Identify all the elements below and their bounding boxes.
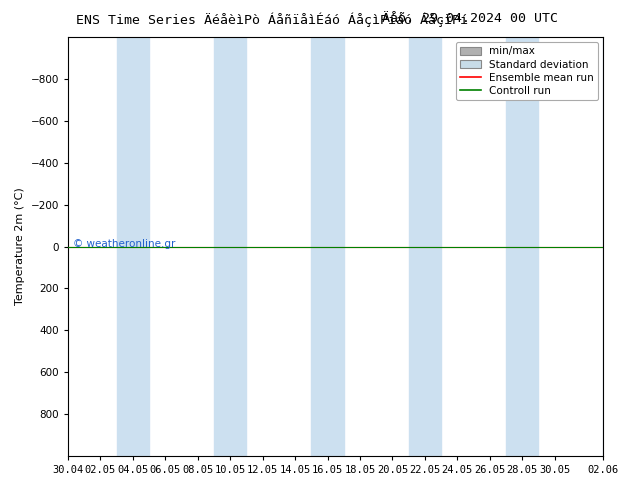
Text: © weatheronline.gr: © weatheronline.gr	[74, 240, 176, 249]
Bar	[117, 37, 149, 456]
Bar	[506, 37, 538, 456]
Bar	[214, 37, 247, 456]
Legend: min/max, Standard deviation, Ensemble mean run, Controll run: min/max, Standard deviation, Ensemble me…	[456, 42, 598, 100]
Text: Äåõ. 29.04.2024 00 UTC: Äåõ. 29.04.2024 00 UTC	[382, 12, 558, 25]
Bar	[604, 37, 634, 456]
Bar	[311, 37, 344, 456]
Text: ENS Time Series ÄéåèìPò ÁåñïåìÉáó ÁåçìPíáó ÁåçïPí: ENS Time Series ÄéåèìPò ÁåñïåìÉáó ÁåçìPí…	[76, 12, 468, 27]
Y-axis label: Temperature 2m (°C): Temperature 2m (°C)	[15, 188, 25, 305]
Bar	[409, 37, 441, 456]
